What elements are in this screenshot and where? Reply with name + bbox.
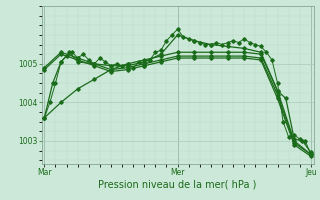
X-axis label: Pression niveau de la mer( hPa ): Pression niveau de la mer( hPa ) bbox=[99, 180, 257, 190]
